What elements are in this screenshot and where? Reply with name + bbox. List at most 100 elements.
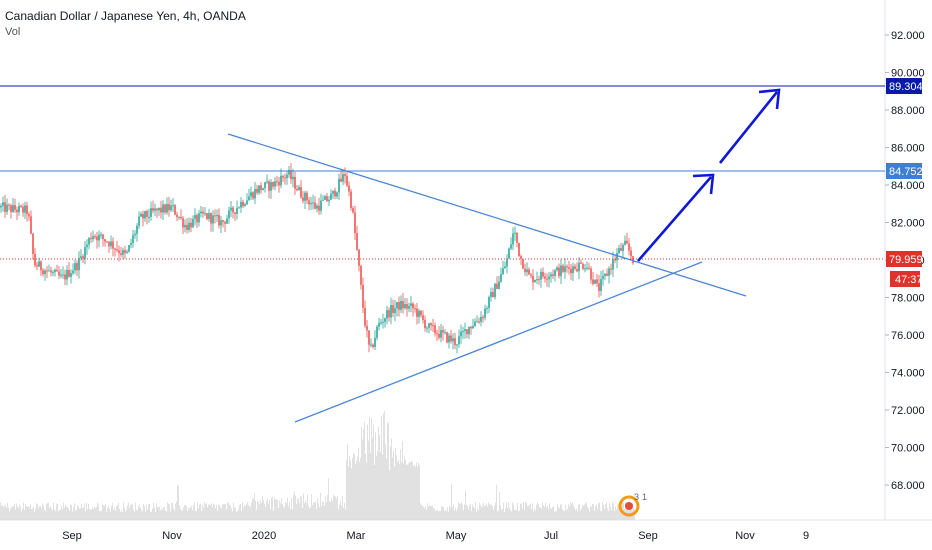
volume-bar [233,502,234,520]
volume-bar [264,503,265,520]
volume-bar [426,509,427,520]
volume-bar [321,506,322,520]
candle-body [28,214,30,217]
candle-body [376,326,378,338]
volume-bar [218,504,219,520]
candle-body [232,207,234,213]
volume-bar [366,462,367,520]
volume-bar [182,510,183,520]
candle-body [276,181,278,183]
volume-bar [258,501,259,520]
candle-body [466,329,468,335]
ascending-trendline[interactable] [294,261,703,423]
volume-bar [52,510,53,520]
volume-bar [2,505,3,520]
volume-bar [371,418,372,520]
volume-bar [33,506,34,520]
candle-body [406,304,408,309]
volume-bar [479,502,480,520]
candle-body [106,241,108,243]
volume-bar [35,508,36,520]
projection-arrow-2[interactable] [718,88,781,164]
volume-bar [239,504,240,520]
volume-bar [157,506,158,520]
volume-bar [358,447,359,520]
symbol-title[interactable]: Canadian Dollar / Japanese Yen, 4h, OAND… [5,9,246,23]
volume-bar [291,497,292,520]
candle-body [440,330,442,338]
candle-body [626,240,628,244]
volume-bar [108,505,109,520]
volume-bar [144,506,145,520]
volume-bar [42,503,43,520]
volume-bar [9,511,10,520]
candle-body [350,191,352,209]
candle-body [460,331,462,337]
volume-bar [150,511,151,520]
volume-bar [53,502,54,520]
projection-arrow-1[interactable] [637,173,715,262]
candle-body [142,213,144,219]
volume-bar [112,502,113,520]
volume-bar [444,510,445,520]
volume-bar [183,507,184,520]
ideas-badge-icon[interactable]: 3 1 [618,492,647,517]
candle-body [508,248,510,259]
volume-bar [69,510,70,520]
candle-body [268,181,270,191]
volume-bar [206,503,207,520]
descending-trendline[interactable] [227,133,747,297]
volume-bar [469,505,470,520]
volume-bar [132,504,133,520]
volume-bar [217,510,218,520]
candle-body [544,276,546,279]
candle-body [180,216,182,219]
volume-bar [351,468,352,520]
volume-bar [232,511,233,520]
volume-bar [446,511,447,520]
candle-body [572,266,574,274]
volume-bar [318,503,319,520]
volume-bar [467,506,468,520]
volume-bar [266,501,267,520]
volume-bar [315,501,316,520]
volume-bar [604,508,605,520]
candle-body [78,257,80,271]
y-tick-label: 90.000 [891,68,925,80]
candle-body [128,245,130,252]
y-tick-label: 92.000 [891,30,925,42]
volume-bar [88,503,89,520]
candle-body [552,274,554,276]
volume-indicator-label[interactable]: Vol [5,26,21,38]
volume-bar [139,504,140,520]
volume-bar [66,506,67,520]
volume-bar [283,505,284,520]
volume-bar [62,509,63,520]
volume-bar [43,505,44,520]
candle-body [98,234,100,241]
candle-body [34,253,36,266]
volume-bar [468,509,469,520]
candle-body [432,325,434,327]
volume-bar [65,504,66,520]
volume-bar [594,510,595,520]
volume-bar [155,511,156,520]
candle-body [126,251,128,253]
volume-bar [40,506,41,520]
volume-bar [257,500,258,520]
volume-bar [185,505,186,520]
volume-bar [410,462,411,520]
volume-bar [481,507,482,520]
volume-bar [59,509,60,520]
volume-bar [146,504,147,520]
candle-body [218,214,220,226]
candle-body [162,204,164,213]
volume-bar [13,506,14,520]
candle-body [454,338,456,346]
volume-bar [349,455,350,520]
candle-body [336,192,338,197]
candle-body [296,188,298,191]
volume-bar [285,502,286,520]
